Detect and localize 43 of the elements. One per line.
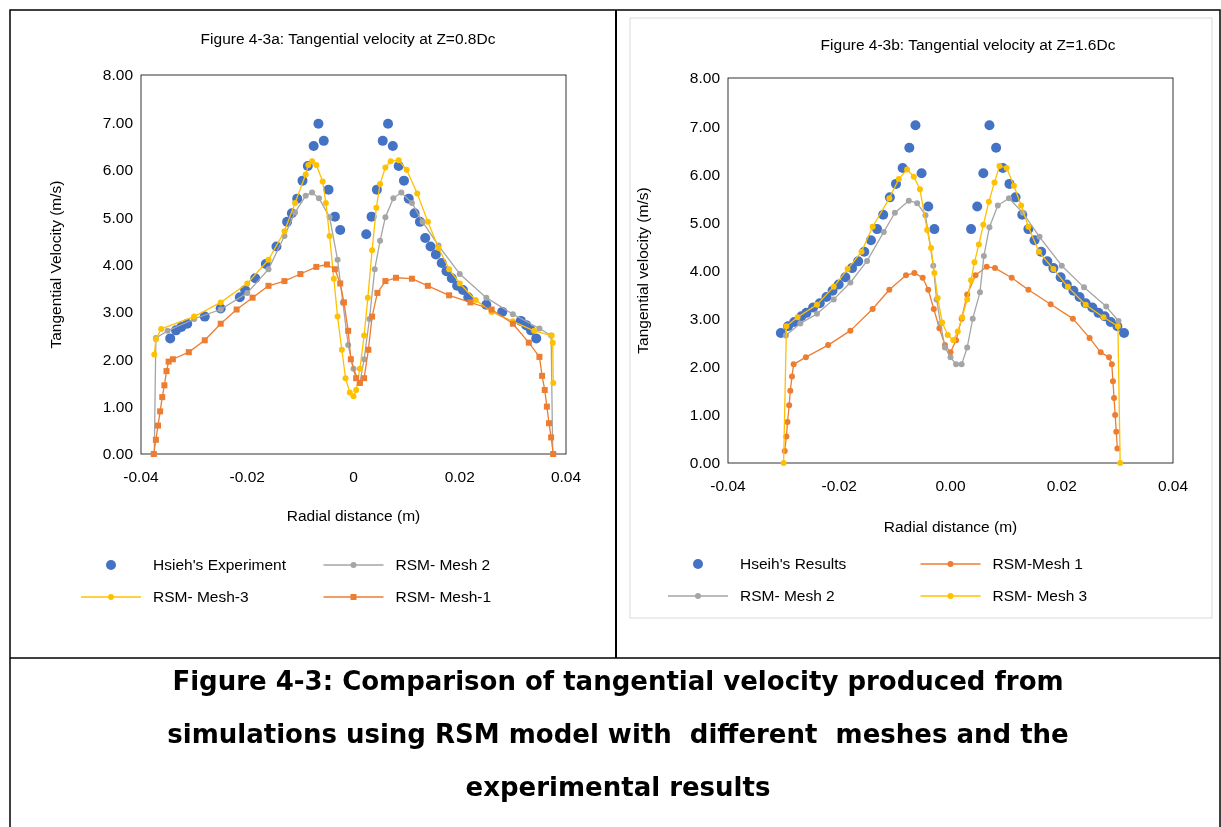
x-tick-label: -0.02: [229, 468, 265, 485]
x-tick-label: 0.02: [444, 468, 475, 485]
y-tick-label: 7.00: [689, 117, 721, 135]
x-axis-title: Radial distance (m): [286, 507, 421, 524]
y-tick-label: 7.00: [102, 113, 134, 131]
legend-label: RSM- Mesh-3: [153, 588, 249, 606]
legend-label: RSM- Mesh-1: [395, 588, 492, 606]
y-tick-label: 8.00: [689, 69, 721, 87]
y-tick-label: 5.00: [689, 213, 721, 231]
x-tick-label: -0.02: [821, 477, 857, 494]
legend-label: Hsieh's Experiment: [153, 556, 287, 574]
x-tick-label: 0: [349, 468, 359, 485]
legend-label: RSM- Mesh 3: [992, 587, 1088, 605]
chart-title: Figure 4-3b: Tangential velocity at Z=1.6Dc: [820, 36, 1116, 53]
y-tick-label: 2.00: [689, 358, 721, 376]
y-tick-label: 3.00: [102, 303, 134, 321]
caption: Figure 4-3: Comparison of tangential velocity produced from simulations using RSM model with different meshes and the experimental results: [167, 666, 1069, 802]
y-tick-label: 6.00: [689, 165, 721, 183]
y-tick-label: 5.00: [102, 208, 134, 226]
y-tick-label: 1.00: [689, 406, 721, 424]
y-tick-label: 4.00: [689, 261, 721, 279]
legend-label: RSM- Mesh 2: [395, 556, 491, 574]
x-tick-label: -0.04: [123, 468, 160, 485]
y-tick-label: 6.00: [102, 161, 134, 179]
y-axis-title: Tangential Velocity (m/s): [47, 180, 64, 349]
legend-label: Hseih's Results: [740, 555, 847, 573]
y-tick-label: 1.00: [102, 398, 134, 416]
y-tick-label: 8.00: [102, 66, 134, 84]
y-tick-label: 2.00: [102, 350, 134, 368]
x-tick-label: 0.04: [550, 468, 582, 485]
x-axis-title: Radial distance (m): [883, 518, 1018, 535]
legend-label: RSM- Mesh 2: [740, 587, 835, 605]
y-tick-label: 0.00: [689, 454, 721, 472]
y-tick-label: 4.00: [102, 255, 134, 273]
y-axis-title: Tangential velocity (m/s): [634, 187, 651, 354]
x-tick-label: 0.00: [935, 477, 966, 494]
chart-title: Figure 4-3a: Tangential velocity at Z=0.8Dc: [200, 30, 496, 47]
x-tick-label: 0.02: [1046, 477, 1077, 494]
y-tick-label: 0.00: [102, 445, 134, 463]
x-tick-label: -0.04: [710, 477, 747, 494]
legend-label: RSM-Mesh 1: [992, 555, 1083, 573]
x-tick-label: 0.04: [1157, 477, 1189, 494]
y-tick-label: 3.00: [689, 310, 721, 328]
